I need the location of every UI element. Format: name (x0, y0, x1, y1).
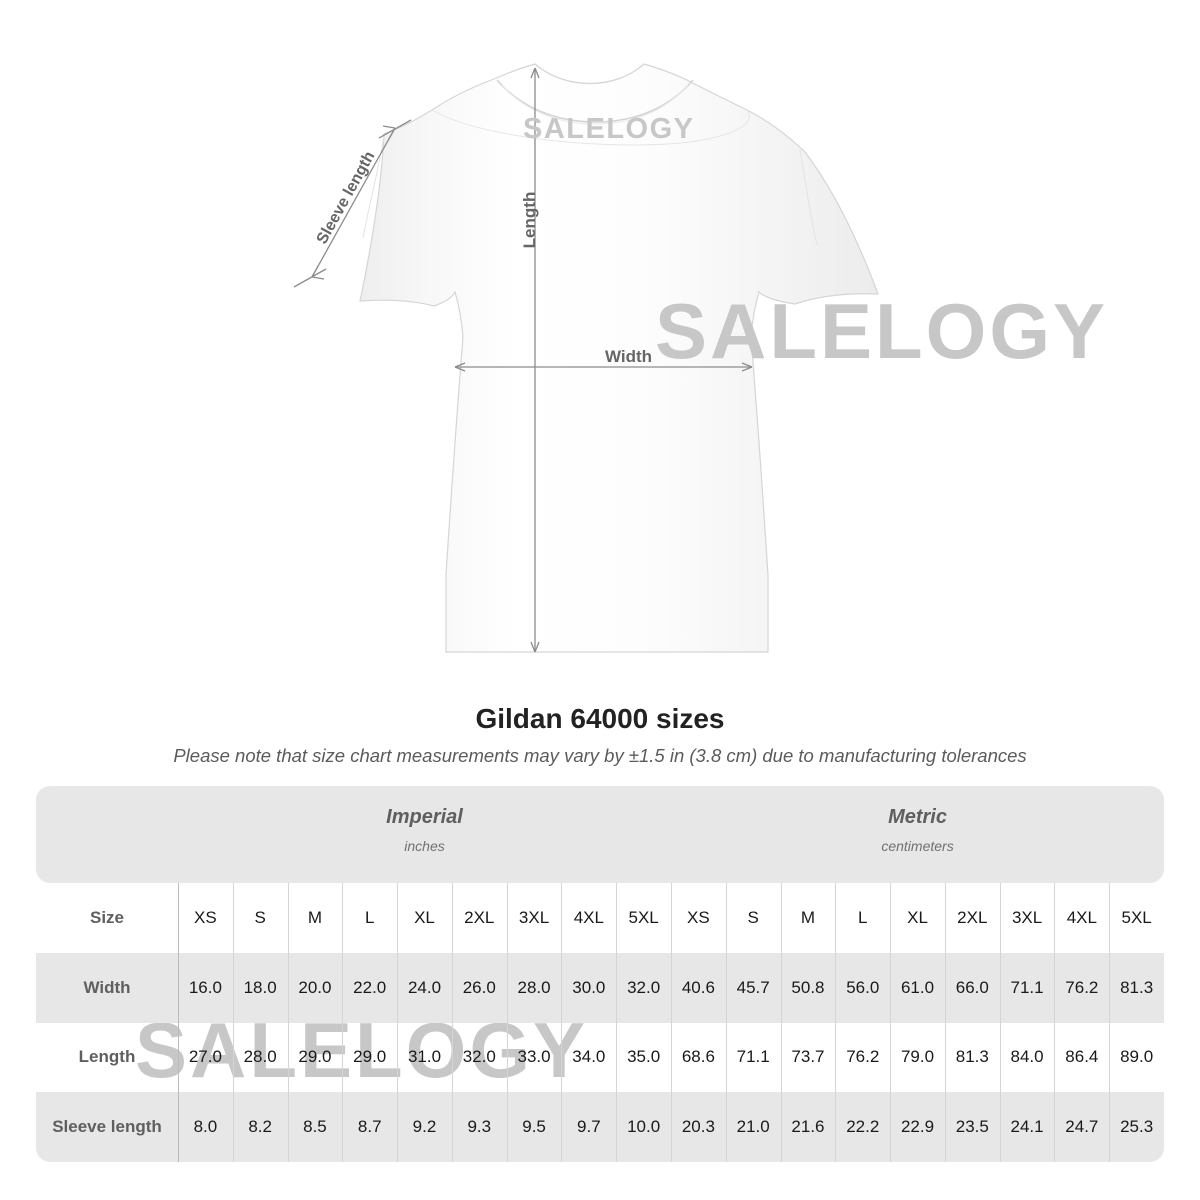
svg-text:Sleeve length: Sleeve length (314, 149, 379, 247)
svg-text:Width: Width (605, 347, 652, 366)
svg-text:Length: Length (520, 192, 539, 249)
